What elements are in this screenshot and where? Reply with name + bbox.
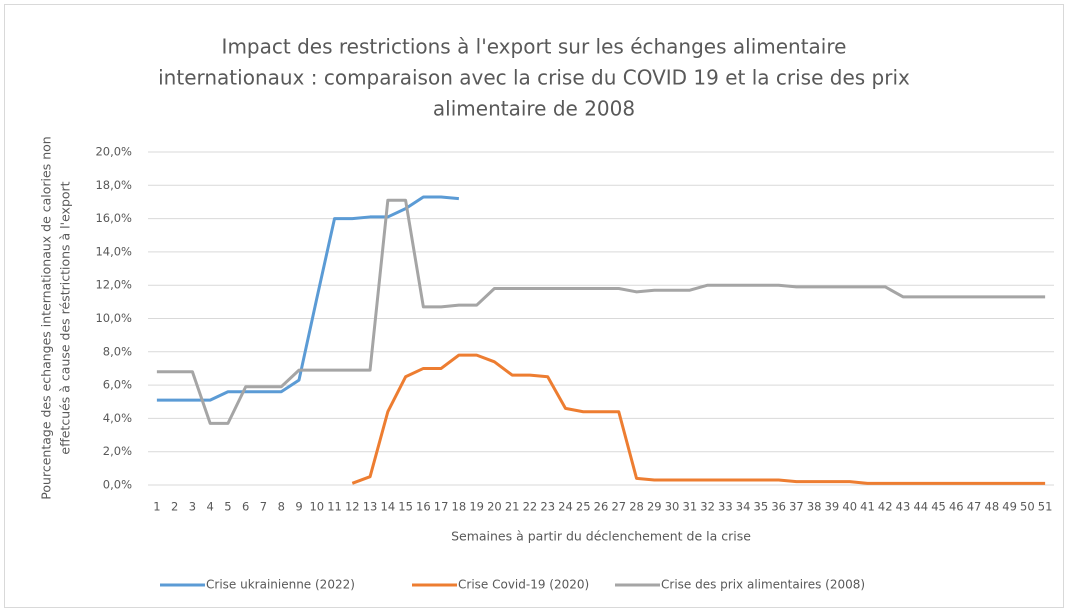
x-tick-label: 17 bbox=[434, 500, 449, 514]
x-tick-label: 14 bbox=[381, 500, 396, 514]
y-tick-label: 4,0% bbox=[103, 411, 132, 425]
x-tick-label: 12 bbox=[345, 500, 360, 514]
x-tick-label: 49 bbox=[1002, 500, 1017, 514]
x-tick-label: 26 bbox=[594, 500, 609, 514]
x-tick-label: 21 bbox=[505, 500, 520, 514]
y-tick-label: 18,0% bbox=[95, 178, 132, 192]
x-tick-label: 47 bbox=[967, 500, 982, 514]
x-tick-label: 50 bbox=[1020, 500, 1035, 514]
x-tick-label: 34 bbox=[736, 500, 751, 514]
x-tick-label: 41 bbox=[860, 500, 875, 514]
chart-title: Impact des restrictions à l'export sur l… bbox=[222, 35, 847, 59]
x-tick-label: 36 bbox=[771, 500, 786, 514]
series-line bbox=[156, 195, 460, 402]
legend-label: Crise ukrainienne (2022) bbox=[206, 578, 355, 592]
x-tick-label: 15 bbox=[398, 500, 413, 514]
y-axis-label: effetcués à cause des réstrictions à l'e… bbox=[58, 181, 73, 454]
x-tick-label: 46 bbox=[949, 500, 964, 514]
x-tick-label: 13 bbox=[363, 500, 378, 514]
y-tick-label: 6,0% bbox=[103, 378, 132, 392]
x-tick-label: 29 bbox=[647, 500, 662, 514]
x-tick-label: 20 bbox=[487, 500, 502, 514]
x-tick-label: 44 bbox=[913, 500, 928, 514]
x-tick-label: 43 bbox=[896, 500, 911, 514]
legend-label: Crise des prix alimentaires (2008) bbox=[661, 578, 865, 592]
y-tick-label: 10,0% bbox=[95, 311, 132, 325]
x-tick-label: 11 bbox=[327, 500, 342, 514]
x-tick-label: 25 bbox=[576, 500, 591, 514]
chart-title: internationaux : comparaison avec la cri… bbox=[158, 66, 910, 90]
x-tick-label: 22 bbox=[523, 500, 538, 514]
x-tick-label: 5 bbox=[224, 500, 231, 514]
x-tick-label: 45 bbox=[931, 500, 946, 514]
x-tick-label: 51 bbox=[1038, 500, 1053, 514]
x-tick-label: 16 bbox=[416, 500, 431, 514]
x-tick-label: 32 bbox=[700, 500, 715, 514]
x-axis-label: Semaines à partir du déclenchement de la… bbox=[451, 529, 751, 544]
chart-title: alimentaire de 2008 bbox=[433, 97, 635, 121]
y-tick-label: 14,0% bbox=[95, 244, 132, 258]
x-tick-label: 39 bbox=[825, 500, 840, 514]
x-tick-label: 48 bbox=[985, 500, 1000, 514]
x-tick-label: 27 bbox=[611, 500, 626, 514]
y-tick-label: 16,0% bbox=[95, 211, 132, 225]
x-tick-label: 42 bbox=[878, 500, 893, 514]
y-tick-label: 12,0% bbox=[95, 278, 132, 292]
x-tick-label: 7 bbox=[260, 500, 267, 514]
x-tick-label: 6 bbox=[242, 500, 249, 514]
y-tick-label: 2,0% bbox=[103, 444, 132, 458]
x-tick-label: 37 bbox=[789, 500, 804, 514]
chart-border bbox=[4, 4, 1064, 608]
x-tick-label: 31 bbox=[683, 500, 698, 514]
x-tick-label: 38 bbox=[807, 500, 822, 514]
y-tick-label: 8,0% bbox=[103, 344, 132, 358]
x-tick-label: 8 bbox=[278, 500, 285, 514]
legend-label: Crise Covid-19 (2020) bbox=[458, 578, 589, 592]
x-tick-label: 30 bbox=[665, 500, 680, 514]
x-tick-label: 23 bbox=[540, 500, 555, 514]
x-tick-label: 18 bbox=[452, 500, 467, 514]
x-tick-label: 2 bbox=[171, 500, 178, 514]
x-tick-label: 35 bbox=[754, 500, 769, 514]
series-line bbox=[351, 353, 1046, 485]
x-tick-label: 19 bbox=[469, 500, 484, 514]
x-tick-label: 33 bbox=[718, 500, 733, 514]
x-tick-label: 9 bbox=[295, 500, 302, 514]
x-tick-label: 40 bbox=[842, 500, 857, 514]
x-tick-label: 4 bbox=[207, 500, 214, 514]
x-tick-label: 28 bbox=[629, 500, 644, 514]
x-tick-label: 3 bbox=[189, 500, 196, 514]
x-tick-label: 10 bbox=[309, 500, 324, 514]
y-tick-label: 20,0% bbox=[95, 145, 132, 159]
series-line bbox=[156, 198, 1046, 425]
y-axis-label: Pourcentage des echanges internationaux … bbox=[39, 136, 54, 499]
x-tick-label: 24 bbox=[558, 500, 573, 514]
x-tick-label: 1 bbox=[153, 500, 160, 514]
y-tick-label: 0,0% bbox=[103, 478, 132, 492]
